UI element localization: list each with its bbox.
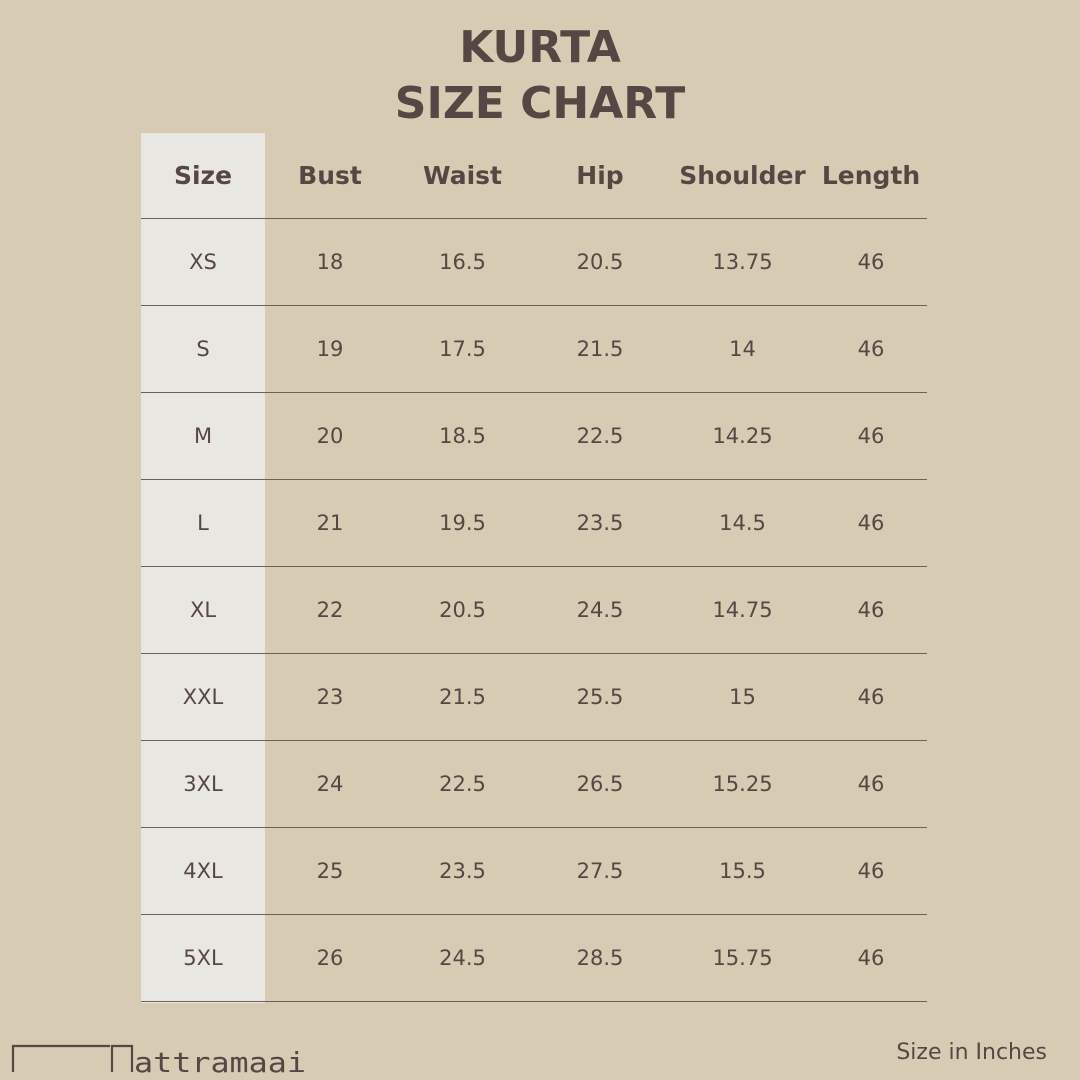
column-header-waist: Waist — [423, 161, 502, 190]
cell-length: 46 — [815, 566, 927, 654]
cell-size: 4XL — [141, 827, 265, 915]
cell-bust: 18 — [265, 218, 395, 306]
cell-length: 46 — [815, 392, 927, 480]
cell-hip: 25.5 — [530, 653, 670, 741]
cell-size: XL — [141, 566, 265, 654]
cell-hip: 21.5 — [530, 305, 670, 393]
table-row: XS 18 16.5 20.5 13.75 46 — [141, 218, 927, 306]
table-row: M 20 18.5 22.5 14.25 46 — [141, 392, 927, 480]
cell-bust: 19 — [265, 305, 395, 393]
cell-length: 46 — [815, 653, 927, 741]
cell-waist: 19.5 — [395, 479, 530, 567]
cell-length: 46 — [815, 218, 927, 306]
cell-length: 46 — [815, 914, 927, 1002]
cell-bust: 24 — [265, 740, 395, 828]
cell-waist: 24.5 — [395, 914, 530, 1002]
cell-shoulder: 14.25 — [670, 392, 815, 480]
cell-size: 5XL — [141, 914, 265, 1002]
cell-size: 3XL — [141, 740, 265, 828]
cell-waist: 20.5 — [395, 566, 530, 654]
cell-shoulder: 15.5 — [670, 827, 815, 915]
cell-length: 46 — [815, 740, 927, 828]
cell-shoulder: 13.75 — [670, 218, 815, 306]
cell-size: XS — [141, 218, 265, 306]
table-row: S 19 17.5 21.5 14 46 — [141, 305, 927, 393]
cell-waist: 16.5 — [395, 218, 530, 306]
cell-shoulder: 15.75 — [670, 914, 815, 1002]
cell-length: 46 — [815, 305, 927, 393]
header-row: Size Bust Waist Hip Shoulder Length — [141, 133, 927, 219]
cell-bust: 26 — [265, 914, 395, 1002]
table-row: L 21 19.5 23.5 14.5 46 — [141, 479, 927, 567]
unit-note: Size in Inches — [896, 1040, 1047, 1065]
title-line-2: SIZE CHART — [394, 78, 686, 129]
cell-hip: 27.5 — [530, 827, 670, 915]
cell-bust: 20 — [265, 392, 395, 480]
table-row: 3XL 24 22.5 26.5 15.25 46 — [141, 740, 927, 828]
cell-hip: 22.5 — [530, 392, 670, 480]
column-header-shoulder: Shoulder — [679, 161, 806, 190]
cell-hip: 23.5 — [530, 479, 670, 567]
cell-hip: 26.5 — [530, 740, 670, 828]
cell-size: L — [141, 479, 265, 567]
table-row: XL 22 20.5 24.5 14.75 46 — [141, 566, 927, 654]
column-header-bust: Bust — [298, 161, 362, 190]
cell-length: 46 — [815, 479, 927, 567]
cell-shoulder: 14.75 — [670, 566, 815, 654]
cell-waist: 21.5 — [395, 653, 530, 741]
cell-waist: 23.5 — [395, 827, 530, 915]
cell-shoulder: 14 — [670, 305, 815, 393]
brand-logo: attramaai — [11, 1044, 306, 1074]
cell-waist: 22.5 — [395, 740, 530, 828]
cell-shoulder: 15 — [670, 653, 815, 741]
cell-size: S — [141, 305, 265, 393]
cell-bust: 25 — [265, 827, 395, 915]
title-line-1: KURTA — [459, 22, 621, 73]
column-header-size: Size — [173, 161, 233, 190]
cell-bust: 23 — [265, 653, 395, 741]
column-header-hip: Hip — [576, 161, 624, 190]
table-row: 5XL 26 24.5 28.5 15.75 46 — [141, 914, 927, 1002]
cell-hip: 20.5 — [530, 218, 670, 306]
table-row: XXL 23 21.5 25.5 15 46 — [141, 653, 927, 741]
cell-bust: 21 — [265, 479, 395, 567]
cell-size: M — [141, 392, 265, 480]
cell-waist: 17.5 — [395, 305, 530, 393]
size-chart-table: Size Bust Waist Hip Shoulder Length XS 18 16.5 2… — [141, 133, 927, 1002]
cell-bust: 22 — [265, 566, 395, 654]
cell-hip: 28.5 — [530, 914, 670, 1002]
cell-size: XXL — [141, 653, 265, 741]
cell-shoulder: 15.25 — [670, 740, 815, 828]
cell-shoulder: 14.5 — [670, 479, 815, 567]
table-row: 4XL 25 23.5 27.5 15.5 46 — [141, 827, 927, 915]
cell-waist: 18.5 — [395, 392, 530, 480]
cell-length: 46 — [815, 827, 927, 915]
cell-hip: 24.5 — [530, 566, 670, 654]
column-header-length: Length — [821, 161, 921, 190]
svg-text:attramaai: attramaai — [134, 1046, 306, 1074]
